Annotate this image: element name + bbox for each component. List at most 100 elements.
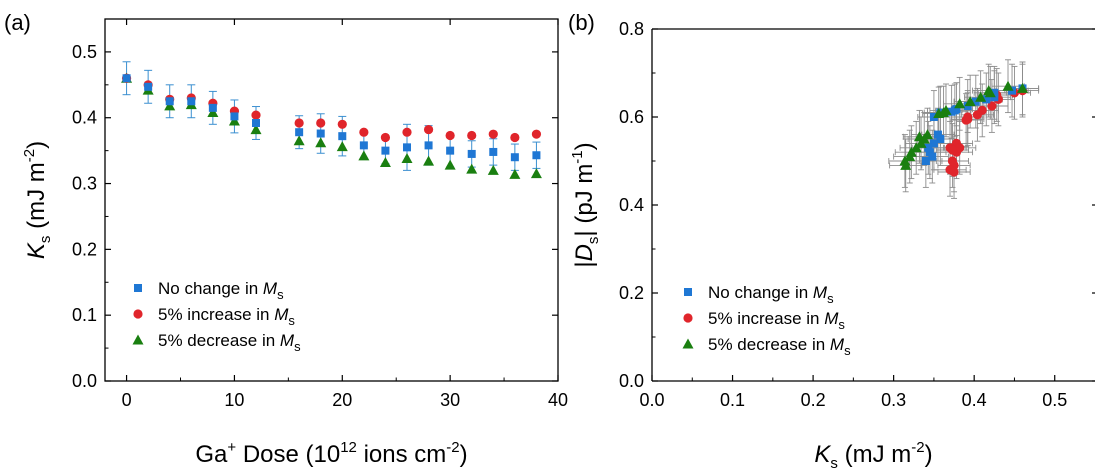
data-point-circle xyxy=(402,127,412,137)
panel-label: (b) xyxy=(568,10,595,35)
x-tick-label: 0.0 xyxy=(639,390,664,410)
data-point-square xyxy=(122,74,131,83)
label-part: ) xyxy=(571,142,598,150)
data-point-triangle xyxy=(207,106,219,117)
data-point-square xyxy=(295,128,304,137)
label-part: ) xyxy=(460,441,468,468)
label-part: -2 xyxy=(911,439,924,456)
data-point-circle xyxy=(972,110,983,120)
label-part: Dose (10 xyxy=(236,441,340,468)
label-part: + xyxy=(227,439,236,456)
data-point-triangle xyxy=(904,151,916,162)
data-point-square xyxy=(928,152,937,161)
label-part: No change in xyxy=(158,279,263,298)
legend-label: 5% decrease in Ms xyxy=(708,335,851,358)
y-tick-label: 0.0 xyxy=(72,371,97,391)
y-tick-label: 0.1 xyxy=(72,305,97,325)
label-part: K xyxy=(814,441,831,468)
label-part: (mJ m xyxy=(838,441,911,468)
data-point-square xyxy=(403,143,411,152)
y-tick-label: 0.2 xyxy=(72,239,97,259)
label-part: s xyxy=(277,287,284,302)
label-part: s xyxy=(288,313,295,328)
data-point-circle xyxy=(467,130,477,141)
panel-a: (a) 0 10 20 30 40 0.0 0.1 0.2 0.3 0.4 0.5 Ga+ Dose (… xyxy=(4,10,568,468)
y-tick-label: 0.5 xyxy=(72,42,97,62)
x-axis-label: Ks (mJ m-2) xyxy=(814,439,932,469)
data-point-square xyxy=(933,130,942,139)
data-point-circle xyxy=(961,115,971,125)
label-part: M xyxy=(274,305,289,324)
data-point-triangle xyxy=(964,96,976,107)
data-point-triangle xyxy=(379,156,391,167)
x-axis-label: Ga+ Dose (1012 ions cm-2) xyxy=(195,439,467,468)
label-part: M xyxy=(280,331,295,350)
label-part: 5% decrease in xyxy=(158,331,280,350)
data-point-triangle xyxy=(975,91,987,102)
y-tick-label: 0.0 xyxy=(619,371,644,391)
label-part: 12 xyxy=(340,439,357,456)
y-tick-label: 0.3 xyxy=(72,174,97,194)
label-part: s xyxy=(827,291,834,306)
data-point-square xyxy=(424,141,433,150)
label-part: 5% increase in xyxy=(708,309,824,328)
data-point-circle xyxy=(445,130,455,141)
data-point-triangle xyxy=(899,155,911,166)
label-part: ions cm xyxy=(357,441,446,468)
data-point-circle xyxy=(337,119,347,129)
data-point-triangle xyxy=(933,107,945,118)
x-tick-label: 20 xyxy=(332,390,352,410)
data-point-circle xyxy=(316,118,326,128)
data-point-triangle xyxy=(444,159,456,170)
panel-b: (b) 0.0 0.1 0.2 0.3 0.4 0.5 0.0 0.2 0.4 0.6 0.8 Ks (… xyxy=(568,10,1095,469)
data-point-triangle xyxy=(293,135,305,146)
label-part: s xyxy=(844,343,851,358)
data-point-triangle xyxy=(915,137,927,148)
x-tick-label: 10 xyxy=(224,390,244,410)
x-tick-label: 30 xyxy=(440,390,460,410)
data-point-square xyxy=(381,146,390,155)
data-point-triangle xyxy=(423,155,435,166)
label-part: (mJ m xyxy=(23,162,50,235)
data-point-square xyxy=(924,143,933,152)
data-point-square xyxy=(187,97,196,106)
data-point-circle xyxy=(251,110,261,120)
legend-marker-square xyxy=(684,288,692,296)
data-layer xyxy=(888,59,1040,199)
data-point-circle xyxy=(294,118,304,128)
x-tick-label: 0.2 xyxy=(801,390,826,410)
data-point-square xyxy=(489,147,498,156)
data-point-triangle xyxy=(509,168,521,179)
label-part: 5% increase in xyxy=(158,305,274,324)
label-part: M xyxy=(830,335,845,354)
y-tick-label: 0.2 xyxy=(619,283,644,303)
legend-marker-triangle xyxy=(132,334,144,345)
data-point-triangle xyxy=(315,137,327,148)
data-point-square xyxy=(929,139,938,148)
label-part: | xyxy=(571,261,598,267)
x-tick-label: 40 xyxy=(548,390,568,410)
plot-frame xyxy=(104,18,559,382)
data-point-triangle xyxy=(910,142,922,153)
label-part: s xyxy=(585,237,602,245)
data-point-triangle xyxy=(1017,82,1029,93)
label-part: | (pJ m xyxy=(571,164,598,237)
data-point-triangle xyxy=(530,168,542,179)
data-point-triangle xyxy=(164,100,176,111)
label-part: No change in xyxy=(708,283,813,302)
data-point-circle xyxy=(987,101,997,111)
y-tick-label: 0.8 xyxy=(619,19,644,39)
label-part: ) xyxy=(23,141,50,149)
data-point-square xyxy=(467,149,476,158)
label-part: M xyxy=(824,309,839,328)
label-part: ) xyxy=(925,441,933,468)
x-tick-label: 0 xyxy=(122,390,132,410)
y-tick-label: 0.4 xyxy=(619,195,644,215)
label-part: M xyxy=(263,279,278,298)
data-point-square xyxy=(144,82,153,91)
legend-marker-circle xyxy=(683,313,693,323)
legend-marker-circle xyxy=(133,309,143,319)
label-part: K xyxy=(23,242,50,259)
data-point-square xyxy=(252,118,260,127)
data-point-square xyxy=(936,135,945,143)
